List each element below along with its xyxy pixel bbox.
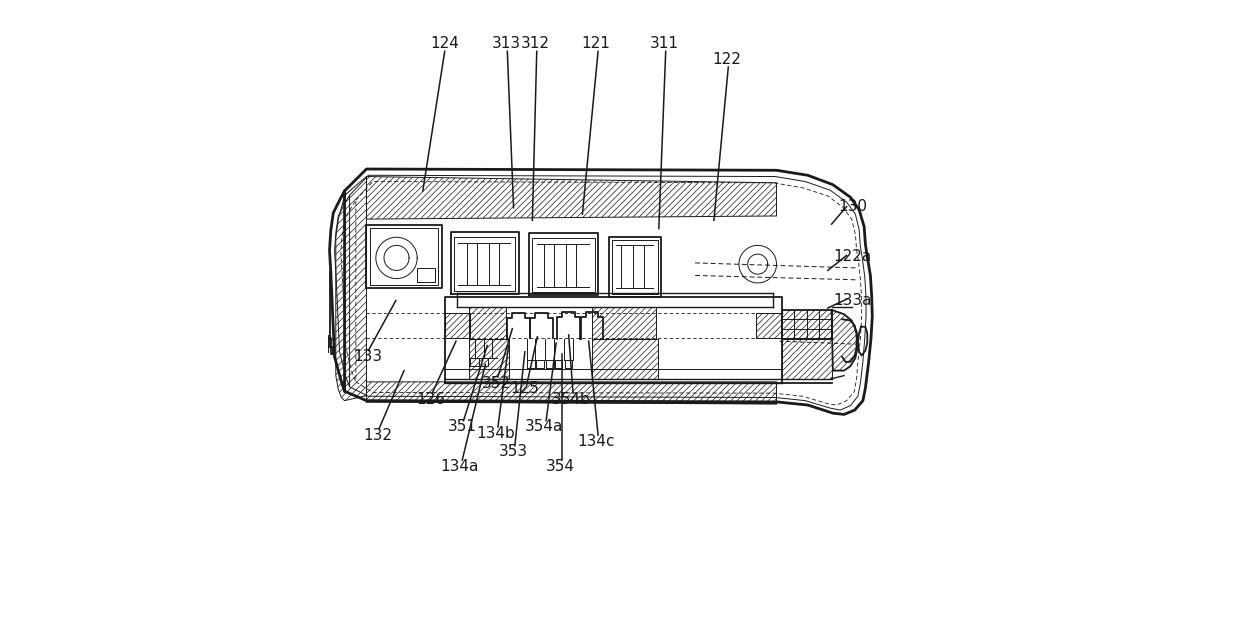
Text: 133: 133 [353,349,383,364]
Text: 124: 124 [430,36,459,51]
Text: 134b: 134b [476,426,516,441]
Text: 121: 121 [582,36,610,51]
Text: 311: 311 [650,36,678,51]
Text: 312: 312 [521,36,551,51]
Text: 126: 126 [417,392,445,407]
Text: 132: 132 [363,428,392,443]
Text: 134c: 134c [578,434,615,449]
Text: 354a: 354a [525,419,563,434]
Text: 134a: 134a [440,459,479,474]
Text: 354b: 354b [552,392,590,407]
Text: 352: 352 [481,376,511,391]
Text: 125: 125 [511,381,539,396]
Text: 122: 122 [712,52,740,67]
Text: 354: 354 [546,459,575,474]
Text: 122a: 122a [833,249,872,264]
Text: 313: 313 [491,36,521,51]
Text: 353: 353 [498,444,528,459]
Text: 130: 130 [838,199,867,214]
Text: 351: 351 [448,419,476,434]
Text: 133a: 133a [833,293,872,308]
